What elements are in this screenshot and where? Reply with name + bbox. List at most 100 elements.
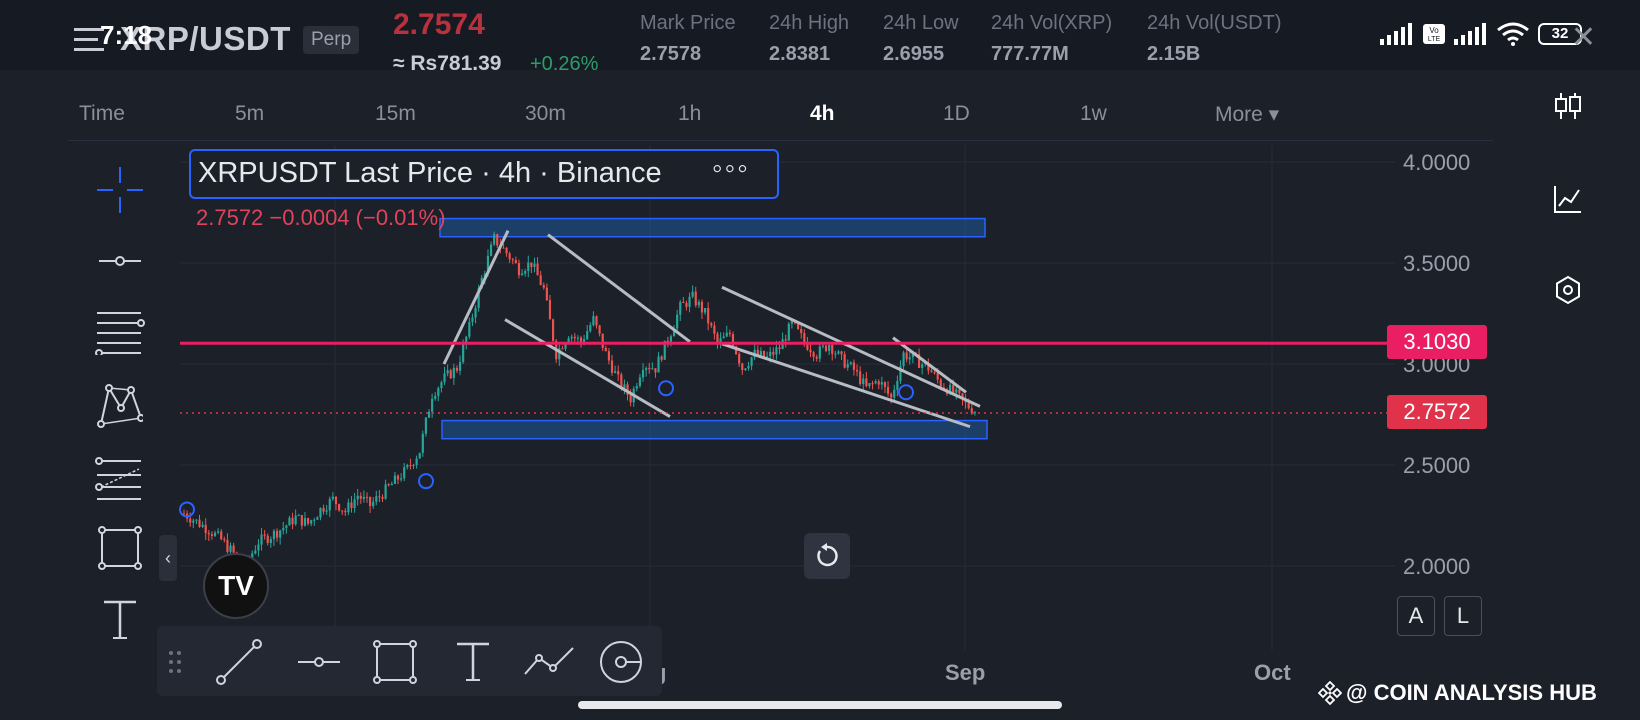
candle <box>955 389 958 393</box>
candles-layer <box>182 231 976 568</box>
tf-4h[interactable]: 4h <box>810 102 835 125</box>
candle <box>626 384 629 395</box>
candle <box>325 510 328 512</box>
candle <box>592 316 595 326</box>
pitchfork-tool[interactable] <box>92 450 148 506</box>
circle-tool-icon <box>600 641 642 683</box>
candle <box>886 386 890 394</box>
path-tool[interactable] <box>519 638 579 686</box>
crosshair-tool[interactable] <box>92 162 148 218</box>
y-tick: 3.5000 <box>1403 251 1471 276</box>
log-scale-button[interactable]: L <box>1444 596 1482 636</box>
candle <box>641 370 645 378</box>
y-tick: 2.0000 <box>1403 554 1471 579</box>
candle <box>921 364 924 368</box>
candle <box>303 518 307 526</box>
menu-icon[interactable] <box>74 26 108 54</box>
candle <box>496 234 499 246</box>
chart-grid <box>180 145 1395 650</box>
candle <box>310 520 313 524</box>
tf-time[interactable]: Time <box>79 102 125 125</box>
rectangle-tool-bottom[interactable] <box>371 638 419 686</box>
candle <box>257 544 260 551</box>
legend-box[interactable] <box>189 149 779 199</box>
home-indicator[interactable] <box>578 701 1062 709</box>
candle <box>710 323 713 326</box>
tf-30m[interactable]: 30m <box>525 102 566 125</box>
settings-tool[interactable] <box>1548 270 1588 310</box>
close-icon[interactable]: ✕ <box>1570 21 1596 54</box>
candle <box>703 308 707 313</box>
candle <box>694 291 697 306</box>
candle <box>939 379 942 388</box>
candle <box>300 515 303 526</box>
candle <box>412 464 415 466</box>
pair-title[interactable]: XRP/USDT <box>120 20 291 57</box>
reset-chart-button[interactable] <box>804 533 850 579</box>
candle <box>775 347 778 355</box>
horizontal-line-tool[interactable] <box>92 233 148 289</box>
horizontal-ray-tool[interactable] <box>295 638 343 686</box>
pattern-tool[interactable] <box>92 377 148 433</box>
candle-type-tool[interactable] <box>1548 86 1588 126</box>
candle <box>601 333 604 348</box>
trend-line-tool[interactable] <box>215 638 263 686</box>
collapse-toolbar-button[interactable]: ‹ <box>159 535 177 581</box>
candle <box>533 263 536 268</box>
fib-tool[interactable] <box>92 304 148 360</box>
candle <box>629 394 632 403</box>
rectangle-tool[interactable] <box>92 520 148 576</box>
marker-circle <box>658 380 674 397</box>
tf-1d[interactable]: 1D <box>943 102 970 125</box>
svg-text:LTE: LTE <box>1428 36 1441 43</box>
tf-15m[interactable]: 15m <box>375 102 416 125</box>
candle <box>431 398 434 412</box>
candle <box>738 353 741 364</box>
legend-more-icon[interactable]: ◦◦◦ <box>712 152 750 185</box>
binance-logo-icon <box>1318 681 1342 705</box>
candle <box>328 498 331 511</box>
drag-handle[interactable] <box>163 638 187 686</box>
more-tools-button[interactable] <box>597 638 645 686</box>
candle <box>604 347 607 352</box>
candle <box>251 553 254 559</box>
candle <box>291 517 294 525</box>
candle <box>502 247 505 249</box>
candle <box>883 382 887 387</box>
candle <box>862 378 865 385</box>
horizontal-line-icon <box>298 657 340 667</box>
candle <box>731 334 735 347</box>
candle <box>279 530 282 538</box>
candle <box>213 532 217 536</box>
marker-circle <box>898 384 914 401</box>
tf-1h[interactable]: 1h <box>678 102 702 125</box>
candle <box>880 382 883 385</box>
candle <box>815 356 818 359</box>
candle <box>700 301 704 313</box>
volte-icon: Vo LTE <box>1423 24 1445 44</box>
text-tool-bottom[interactable] <box>449 638 497 686</box>
support-resistance-zone <box>439 217 986 238</box>
y-tick: 2.5000 <box>1403 453 1471 478</box>
candle <box>418 452 421 459</box>
candle <box>614 371 617 373</box>
candle <box>505 247 508 254</box>
candle <box>809 349 812 353</box>
candle <box>263 534 266 536</box>
candle <box>269 539 272 543</box>
indicators-tool[interactable] <box>1548 179 1588 219</box>
tf-more[interactable]: More ▾ <box>1215 103 1280 126</box>
candle <box>645 368 648 371</box>
tf-5m[interactable]: 5m <box>235 102 265 125</box>
candle <box>812 352 815 357</box>
candle <box>620 374 623 388</box>
candle <box>207 533 210 535</box>
candle <box>961 393 964 400</box>
tf-1w[interactable]: 1w <box>1080 102 1107 125</box>
candle <box>372 501 375 507</box>
candle <box>359 495 362 499</box>
text-tool[interactable] <box>92 592 148 648</box>
candle <box>285 525 288 529</box>
auto-scale-button[interactable]: A <box>1397 596 1435 636</box>
